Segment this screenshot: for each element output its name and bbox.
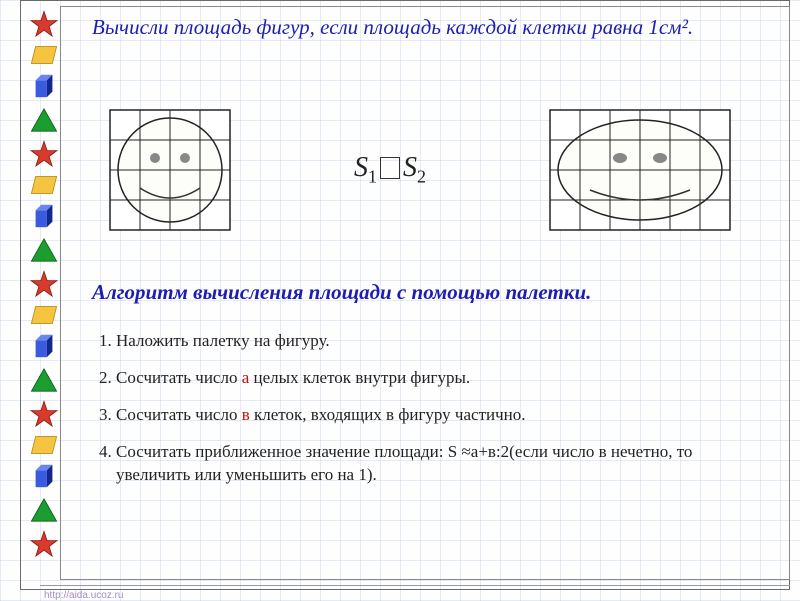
triangle-icon: [30, 237, 58, 263]
decorative-shapes-column: [30, 10, 58, 558]
cube-icon: [30, 72, 58, 100]
algorithm-subtitle: Алгоритм вычисления площади с помощью па…: [92, 280, 760, 305]
parallelogram-icon: [30, 305, 58, 325]
star-icon: [30, 10, 58, 38]
algorithm-steps: Наложить палетку на фигуру. Сосчитать чис…: [92, 330, 760, 501]
s2-symbol: S: [403, 152, 417, 183]
compare-expression: S1S2: [354, 152, 426, 188]
star-icon: [30, 270, 58, 298]
compare-box: [380, 157, 400, 179]
footer-divider: [40, 585, 790, 586]
step-item: Наложить палетку на фигуру.: [116, 330, 760, 353]
figure-1-circle-face: [100, 100, 240, 240]
step-item: Сосчитать число в клеток, входящих в фиг…: [116, 404, 760, 427]
s2-sub: 2: [417, 167, 426, 187]
parallelogram-icon: [30, 435, 58, 455]
cube-icon: [30, 202, 58, 230]
star-icon: [30, 140, 58, 168]
triangle-icon: [30, 367, 58, 393]
cube-icon: [30, 332, 58, 360]
star-icon: [30, 400, 58, 428]
footer-url: http://aida.ucoz.ru: [44, 590, 124, 601]
s1-symbol: S: [354, 152, 368, 183]
parallelogram-icon: [30, 45, 58, 65]
cube-icon: [30, 462, 58, 490]
triangle-icon: [30, 107, 58, 133]
step-item: Сосчитать приближенное значение площади:…: [116, 441, 760, 487]
triangle-icon: [30, 497, 58, 523]
step-item: Сосчитать число а целых клеток внутри фи…: [116, 367, 760, 390]
page-title: Вычисли площадь фигур, если площадь кажд…: [92, 14, 760, 41]
parallelogram-icon: [30, 175, 58, 195]
s1-sub: 1: [368, 167, 377, 187]
star-icon: [30, 530, 58, 558]
figure-2-ellipse-face: [540, 100, 740, 240]
figures-row: S1S2: [100, 100, 740, 240]
